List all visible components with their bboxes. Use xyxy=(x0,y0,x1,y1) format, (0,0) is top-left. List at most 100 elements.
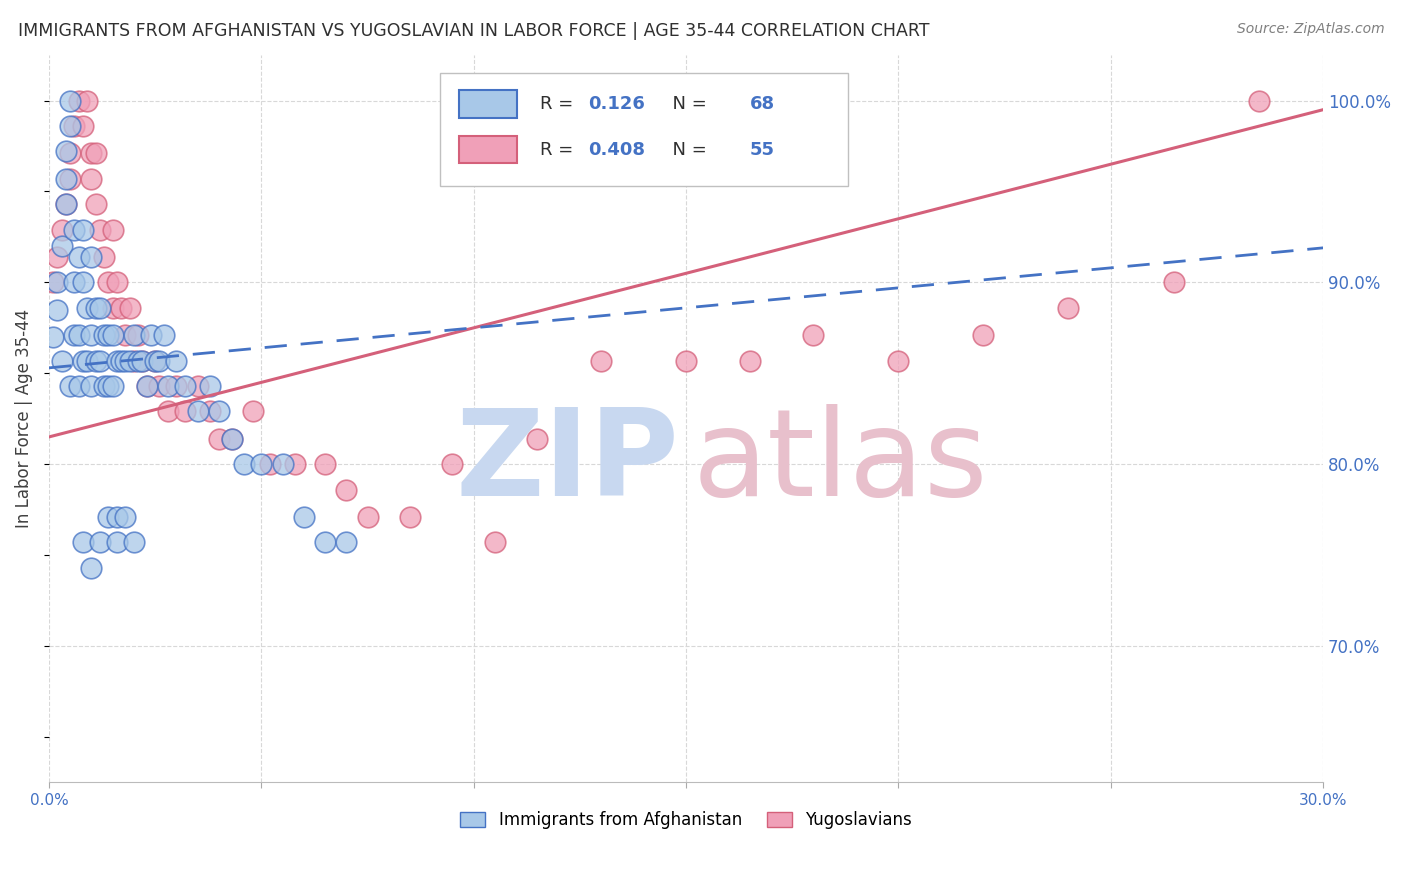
Point xyxy=(105,535,128,549)
Point xyxy=(221,432,243,446)
Point xyxy=(101,222,124,236)
Point xyxy=(1163,276,1185,290)
Point xyxy=(221,432,243,446)
Text: ZIP: ZIP xyxy=(456,404,679,521)
Point xyxy=(314,457,336,471)
Point xyxy=(139,328,162,343)
Point xyxy=(101,379,124,393)
Point xyxy=(233,457,256,471)
Point xyxy=(110,353,132,368)
Point xyxy=(118,353,141,368)
Point xyxy=(356,510,378,524)
Point xyxy=(46,250,69,264)
Point xyxy=(122,535,145,549)
Point xyxy=(591,353,613,368)
Point xyxy=(114,328,136,343)
Point xyxy=(1057,301,1080,315)
Point xyxy=(67,250,90,264)
Point xyxy=(526,432,548,446)
Point xyxy=(89,535,111,549)
Text: 55: 55 xyxy=(749,141,775,159)
Text: N =: N = xyxy=(661,141,711,159)
Point xyxy=(165,353,187,368)
Point xyxy=(76,94,98,108)
Point xyxy=(1249,94,1271,108)
Point xyxy=(208,432,231,446)
Point xyxy=(80,379,103,393)
Text: atlas: atlas xyxy=(692,404,988,521)
Point xyxy=(284,457,307,471)
Point xyxy=(101,328,124,343)
Point xyxy=(63,276,86,290)
Point xyxy=(335,535,357,549)
Point xyxy=(110,301,132,315)
Point xyxy=(76,301,98,315)
Point xyxy=(97,510,120,524)
Point xyxy=(738,353,761,368)
Text: R =: R = xyxy=(540,141,578,159)
Point xyxy=(173,404,195,418)
Point xyxy=(76,353,98,368)
Point xyxy=(122,353,145,368)
Point xyxy=(59,146,82,161)
Point xyxy=(80,250,103,264)
Point xyxy=(335,483,357,497)
Point xyxy=(59,379,82,393)
Point xyxy=(55,171,77,186)
Point xyxy=(156,404,179,418)
Point xyxy=(84,301,107,315)
Point xyxy=(84,197,107,211)
Text: 0.126: 0.126 xyxy=(588,95,645,113)
Point xyxy=(67,379,90,393)
Point xyxy=(89,353,111,368)
Point xyxy=(187,404,209,418)
Point xyxy=(80,171,103,186)
Point xyxy=(93,328,115,343)
Point xyxy=(55,145,77,159)
Point xyxy=(484,535,506,549)
Bar xyxy=(460,136,516,163)
Point xyxy=(51,222,73,236)
Point xyxy=(97,328,120,343)
Point xyxy=(105,510,128,524)
Point xyxy=(55,197,77,211)
Point xyxy=(101,301,124,315)
Point xyxy=(59,171,82,186)
Point xyxy=(187,379,209,393)
Point xyxy=(80,328,103,343)
Point xyxy=(55,197,77,211)
Point xyxy=(399,510,422,524)
Point xyxy=(887,353,910,368)
Text: Source: ZipAtlas.com: Source: ZipAtlas.com xyxy=(1237,22,1385,37)
Point xyxy=(84,353,107,368)
Point xyxy=(208,404,231,418)
Point xyxy=(84,146,107,161)
Point xyxy=(80,561,103,575)
Point xyxy=(131,353,153,368)
Point xyxy=(156,379,179,393)
Point xyxy=(173,379,195,393)
Point xyxy=(105,276,128,290)
Text: 0.408: 0.408 xyxy=(588,141,645,159)
Point xyxy=(67,94,90,108)
Point xyxy=(972,328,994,343)
Point xyxy=(63,328,86,343)
Point xyxy=(51,353,73,368)
Point xyxy=(259,457,281,471)
Bar xyxy=(460,90,516,118)
Point xyxy=(271,457,294,471)
Point xyxy=(97,379,120,393)
Point xyxy=(200,404,222,418)
Legend: Immigrants from Afghanistan, Yugoslavians: Immigrants from Afghanistan, Yugoslavian… xyxy=(454,805,918,836)
Point xyxy=(118,301,141,315)
Point xyxy=(135,379,157,393)
Point xyxy=(143,353,166,368)
Point xyxy=(46,276,69,290)
Point xyxy=(80,146,103,161)
Point xyxy=(131,353,153,368)
Point xyxy=(63,119,86,133)
Point xyxy=(89,301,111,315)
Point xyxy=(72,119,94,133)
Point xyxy=(675,353,697,368)
Point xyxy=(250,457,273,471)
